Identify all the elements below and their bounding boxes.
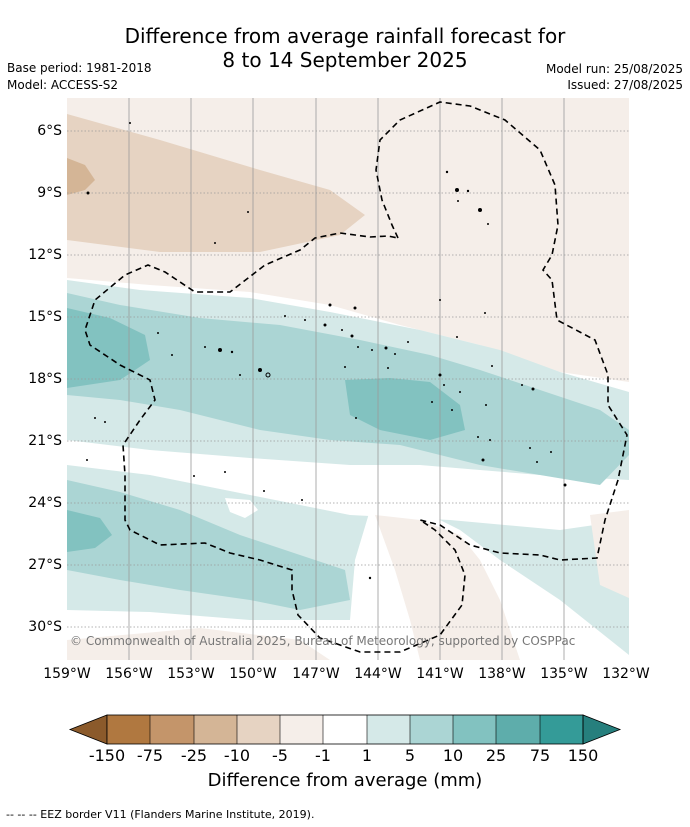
model-text: Model: ACCESS-S2: [7, 78, 119, 92]
colorbar-swatch-11: [540, 715, 583, 744]
lat-label-30s: 30°S: [28, 619, 62, 635]
issued-text: Issued: 27/08/2025: [567, 78, 683, 92]
colorbar-tick-label: 150: [567, 746, 599, 765]
colorbar-tick-label: 5: [404, 746, 416, 765]
map-title-line2: 8 to 14 September 2025: [222, 48, 468, 72]
colorbar-swatch-6: [323, 715, 367, 744]
colorbar-tick-label: 25: [485, 746, 507, 765]
dry-zone-north: [67, 114, 365, 252]
wet-zone-south: [67, 480, 350, 610]
model-run-text: Model run: 25/08/2025: [545, 62, 683, 76]
colorbar-swatch-2: [150, 715, 194, 744]
colorbar-tick-label: -5: [272, 746, 288, 765]
lat-label-27s: 27°S: [28, 557, 62, 573]
colorbar-swatch-9: [453, 715, 496, 744]
colorbar-tick-label: 75: [529, 746, 551, 765]
lon-label-156w: 156°W: [105, 666, 153, 682]
lat-label-15s: 15°S: [28, 309, 62, 325]
graticule: [67, 98, 629, 660]
colorbar-min-arrow: [68, 714, 108, 745]
base-period-text: Base period: 1981-2018: [7, 61, 152, 75]
lat-label-6s: 6°S: [37, 123, 62, 139]
lon-label-147w: 147°W: [292, 666, 340, 682]
lat-label-24s: 24°S: [28, 495, 62, 511]
colorbar-tick-label: -150: [88, 746, 126, 765]
lat-label-18s: 18°S: [28, 371, 62, 387]
map-fill-layer: [67, 98, 629, 660]
wet-core-south: [67, 510, 112, 552]
lat-label-21s: 21°S: [28, 433, 62, 449]
colorbar-tick-label: -25: [180, 746, 208, 765]
colorbar-tick-label: -75: [136, 746, 164, 765]
colorbar-swatch-4: [237, 715, 280, 744]
neutral-band: [67, 440, 629, 530]
colorbar-tick-label: -1: [315, 746, 331, 765]
colorbar-swatch-10: [496, 715, 540, 744]
islands: [86, 122, 567, 580]
dry-patch-southeast: [590, 510, 629, 598]
colorbar-swatch-8: [410, 715, 453, 744]
lat-label-9s: 9°S: [37, 185, 62, 201]
map-title-line1: Difference from average rainfall forecas…: [124, 24, 566, 48]
copyright-notice: © Commonwealth of Australia 2025, Bureau…: [70, 634, 576, 648]
lon-label-159w: 159°W: [43, 666, 91, 682]
eez-footnote: -- -- -- EEZ border V11 (Flanders Marine…: [6, 808, 315, 821]
colorbar-swatch-1: [107, 715, 150, 744]
wet-core-central: [345, 378, 465, 440]
colorbar-tick-label: -10: [223, 746, 251, 765]
lon-label-132w: 132°W: [602, 666, 650, 682]
lon-label-153w: 153°W: [167, 666, 215, 682]
colorbar-tick-label: 10: [442, 746, 464, 765]
colorbar-swatch-7: [367, 715, 410, 744]
colorbar: [68, 714, 622, 745]
colorbar-swatch-3: [194, 715, 237, 744]
colorbar-label: Difference from average (mm): [207, 770, 483, 791]
lon-label-144w: 144°W: [354, 666, 402, 682]
dry-patch-south: [375, 515, 520, 660]
lat-label-12s: 12°S: [28, 247, 62, 263]
dry-core-north: [67, 158, 95, 195]
colorbar-max-arrow: [582, 714, 622, 745]
lon-label-150w: 150°W: [229, 666, 277, 682]
lon-label-141w: 141°W: [416, 666, 464, 682]
colorbar-swatch-5: [280, 715, 323, 744]
colorbar-tick-label: 1: [361, 746, 373, 765]
lon-label-138w: 138°W: [478, 666, 526, 682]
lon-label-135w: 135°W: [540, 666, 588, 682]
dry-patch-southwest: [67, 628, 330, 660]
